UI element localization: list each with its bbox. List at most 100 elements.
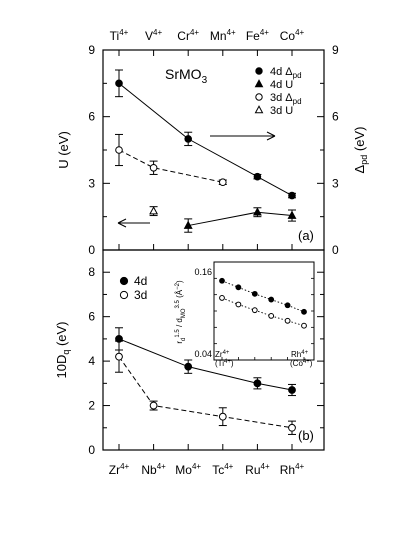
data-point-4d-pd <box>288 191 296 200</box>
series-line-4d-u <box>188 211 293 227</box>
data-point-4d <box>253 379 262 388</box>
category-label: Mo4+ <box>175 462 201 477</box>
arrow-right <box>210 131 276 141</box>
data-point-3d-pd <box>219 178 227 187</box>
data-point-3d <box>288 423 296 432</box>
panel-a-label: (a) <box>298 228 314 243</box>
inset-ytick-bottom: 0.04 <box>194 349 212 359</box>
panel-a-top-category-labels: Ti4+ V4+ Cr4+ Mn4+ Fe4+ Co4+ <box>110 28 305 43</box>
inset-frame <box>213 261 315 361</box>
inset-data-point-4d <box>235 284 242 291</box>
panel-b-label: (b) <box>298 428 314 443</box>
legend-marker <box>255 93 263 101</box>
inset-data-point-3d <box>301 322 307 329</box>
panel-b-series <box>115 327 296 435</box>
category-label: Tc4+ <box>212 462 233 477</box>
inset-series-line-3d <box>221 297 305 327</box>
inset-data-point-3d <box>235 301 242 308</box>
compound-title: SrMO3 <box>165 66 208 86</box>
data-point-4d <box>184 362 193 371</box>
inset-ticks <box>214 261 314 361</box>
legend-label: 3d U <box>270 105 293 117</box>
panel-b-frame <box>102 249 325 451</box>
data-point-4d-pd <box>115 79 123 88</box>
series-line-4d <box>118 338 293 391</box>
panel-a: 0 3 6 9 0 3 6 9 Ti4+ V4+ Cr4+ Mn4+ Fe4+ Co4+ 4d Δpd4… <box>56 28 369 257</box>
legend-label: 4d Δpd <box>270 66 302 80</box>
panel-a-series <box>115 69 297 233</box>
panel-a-ylabel-left: U (eV) <box>56 131 71 169</box>
panel-a-ytick-label-right: 3 <box>332 176 339 190</box>
data-point-3d-pd <box>115 146 123 154</box>
inset-data-point-3d <box>251 307 258 314</box>
legend-marker <box>119 290 129 300</box>
data-point-3d <box>115 352 123 361</box>
svg-text:Zr4+: Zr4+ <box>215 350 230 359</box>
series-line-3d-pd <box>118 149 223 183</box>
inset-data-point-4d <box>268 296 275 303</box>
data-point-4d-u <box>252 207 262 216</box>
legend-marker <box>254 79 264 88</box>
panel-b-category-labels: Zr4+ Nb4+ Mo4+ Tc4+ Ru4+ Rh4+ <box>109 462 305 477</box>
top-category-label: Co4+ <box>280 28 305 43</box>
inset-series-line-4d <box>221 280 305 313</box>
data-point-3d <box>149 401 158 410</box>
inset-chart: 0.16 0.04 rd1.5 / dMO3.5 (Å−2) Zr4+ (Ti4… <box>175 261 315 368</box>
inset-data-point-4d <box>301 308 307 315</box>
legend-label: 4d U <box>270 79 293 91</box>
data-point-4d-pd <box>184 135 192 143</box>
series-line-3d <box>118 356 293 429</box>
svg-text:(Co4+): (Co4+) <box>290 359 313 368</box>
panel-b-ytick-label: 6 <box>88 310 95 324</box>
legend-marker <box>255 67 263 75</box>
inset-ytick-top: 0.16 <box>194 267 212 277</box>
data-point-4d-u <box>287 210 297 219</box>
panel-a-ytick-label-right: 0 <box>332 243 339 257</box>
panel-a-ytick-label-right: 9 <box>332 43 339 57</box>
inset-data-point-3d <box>219 295 225 301</box>
panel-b-ytick-label: 4 <box>88 354 95 368</box>
data-point-3d <box>218 412 227 421</box>
arrow-left <box>117 218 150 228</box>
inset-series <box>219 277 307 329</box>
legend-marker <box>254 105 264 114</box>
panel-a-ytick-label-left: 3 <box>88 176 95 190</box>
category-label: Nb4+ <box>141 462 166 477</box>
legend-label: 3d <box>134 288 147 302</box>
panel-b-ylabel: 10Dq (eV) <box>54 321 71 378</box>
legend-label: 3d Δpd <box>270 92 302 106</box>
category-label: Zr4+ <box>109 462 130 477</box>
legend-label: 4d <box>134 274 147 288</box>
panel-b-ytick-label: 0 <box>88 443 95 457</box>
top-category-label: Ti4+ <box>110 28 129 43</box>
panel-b-ytick-label: 8 <box>88 265 95 279</box>
top-category-label: V4+ <box>145 28 162 43</box>
top-category-label: Fe4+ <box>246 28 269 43</box>
panel-b-ytick-label: 2 <box>88 399 95 413</box>
panel-a-ytick-label-left: 9 <box>88 43 95 57</box>
inset-data-point-4d <box>219 277 225 284</box>
panel-a-ytick-label-left: 0 <box>88 243 95 257</box>
series-line-4d-pd <box>118 82 293 196</box>
svg-text:(Ti4+): (Ti4+) <box>215 359 234 368</box>
panel-b-ticks: 0 2 4 6 8 <box>88 249 324 457</box>
data-point-4d-pd <box>253 172 262 181</box>
svg-text:Rh4+: Rh4+ <box>291 350 309 359</box>
inset-ylabel: rd1.5 / dMO3.5 (Å−2) <box>175 280 187 344</box>
inset-data-point-3d <box>284 317 291 324</box>
top-category-label: Cr4+ <box>177 28 199 43</box>
inset-data-point-3d <box>268 313 275 319</box>
top-category-label: Mn4+ <box>210 28 236 43</box>
inset-xlabel-left: Zr4+ (Ti4+) <box>215 350 234 368</box>
panel-a-ylabel-right: Δpd (eV) <box>352 127 369 174</box>
inset-data-point-4d <box>251 290 258 297</box>
data-point-4d <box>288 386 296 394</box>
inset-xlabel-right: Rh4+ (Co4+) <box>290 350 313 368</box>
legend-marker <box>119 276 129 286</box>
category-label: Rh4+ <box>280 462 305 477</box>
category-label: Ru4+ <box>245 462 270 477</box>
